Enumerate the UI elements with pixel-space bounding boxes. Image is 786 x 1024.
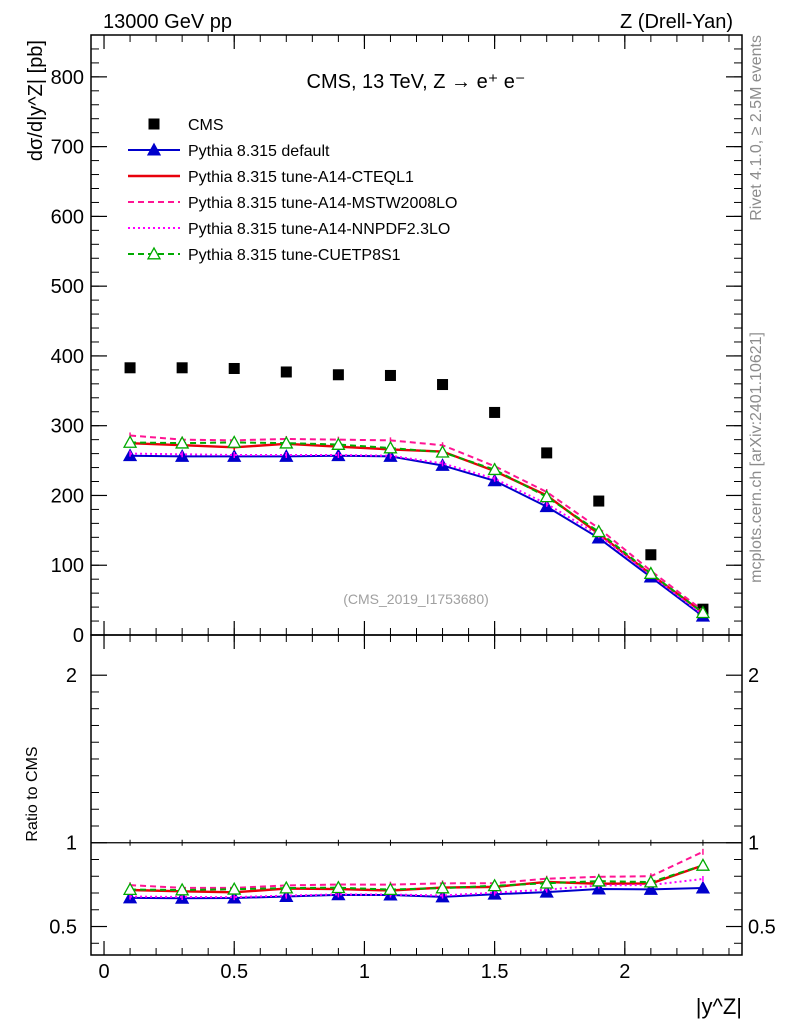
ratio-y-tick-label: 0.5 [49, 917, 77, 939]
mcplots-label: mcplots.cern.ch [arXiv:2401.10621] [748, 332, 765, 583]
top-y-tick-label: 400 [51, 346, 84, 368]
x-tick-label: 2 [619, 961, 630, 983]
ratio-y-tick-label: 1 [66, 833, 77, 855]
ratio-line-2 [130, 864, 704, 894]
series-marker-5 [279, 435, 294, 449]
ratio-marker-5 [695, 858, 711, 871]
ratio-marker-5 [122, 882, 138, 896]
ratio-axis-ticks: 0.5 0.5 1 1 2 2 [49, 635, 776, 955]
top-y-tick-label: 0 [73, 625, 84, 647]
series-marker-5 [383, 440, 398, 454]
legend-marker-5 [146, 246, 162, 260]
cms-data-point [384, 369, 396, 381]
legend-label: Pythia 8.315 tune-A14-MSTW2008LO [188, 195, 457, 212]
header-left: 13000 GeV pp [103, 11, 232, 33]
series-line-1 [130, 454, 704, 617]
cms-data-point [489, 406, 501, 418]
ratio-marker-5 [175, 882, 190, 896]
top-y-tick-label: 500 [51, 276, 84, 298]
series-marker-5 [591, 524, 606, 538]
series-line-3 [129, 434, 704, 612]
ratio-line-3 [130, 850, 704, 889]
top-y-tick-label: 800 [51, 67, 84, 89]
ratio-marker-5 [435, 880, 450, 894]
series-marker-5 [435, 444, 450, 458]
top-axis-ticks: 0 100 200 300 400 500 600 700 800 [51, 34, 742, 647]
cms-data-point [437, 379, 449, 391]
x-tick-label: 1.5 [481, 961, 509, 983]
ratio-marker-5 [539, 875, 554, 889]
x-tick-labels: 0 0.5 1 1.5 2 [98, 961, 630, 983]
ratio-line-4 [130, 877, 704, 899]
ratio-marker-5 [643, 874, 658, 888]
top-y-tick-label: 700 [51, 137, 84, 159]
cms-data-point [593, 495, 605, 507]
cms-data-point [541, 447, 553, 459]
ratio-panel: 0.5 0.5 1 1 2 2 [49, 634, 776, 956]
rivet-label: Rivet 4.1.0, ≥ 2.5M events [748, 35, 765, 221]
ratio-y-tick-label-right: 0.5 [748, 917, 776, 939]
ratio-marker-5 [227, 881, 242, 895]
series-marker-5 [539, 489, 554, 503]
series-marker-5 [643, 566, 658, 580]
series-marker-5 [331, 437, 346, 450]
analysis-tag: (CMS_2019_I1753680) [343, 591, 489, 607]
series-line-5 [130, 441, 704, 614]
ratio-y-tick-label-right: 2 [748, 665, 759, 687]
legend-label: Pythia 8.315 tune-A14-CTEQL1 [188, 169, 414, 186]
header-right: Z (Drell-Yan) [620, 11, 733, 33]
top-y-tick-label: 600 [51, 206, 84, 228]
x-tick-label: 0 [98, 961, 109, 983]
chart-title: CMS, 13 TeV, Z → e⁺ e⁻ [307, 71, 526, 93]
top-y-tick-label: 100 [51, 555, 84, 577]
x-axis-label: |y^Z| [696, 994, 742, 1019]
series-marker-5 [487, 462, 502, 476]
ratio-y-axis-label: Ratio to CMS [24, 746, 41, 841]
series-line-2 [130, 441, 704, 614]
legend-marker-cms [148, 118, 160, 130]
ratio-marker-1 [695, 880, 711, 894]
legend-label: CMS [188, 117, 224, 134]
y-axis-label: dσ/d|y^Z| [pb] [25, 40, 47, 161]
series-marker-5 [122, 435, 138, 448]
x-tick-label: 1 [359, 961, 370, 983]
cms-data-point [124, 362, 136, 374]
ratio-y-tick-label-right: 1 [748, 833, 759, 855]
series-line-4 [130, 452, 704, 616]
ratio-marker-5 [591, 873, 606, 887]
x-tick-label: 0.5 [220, 961, 248, 983]
cms-data-point [176, 362, 188, 374]
series-marker-5 [695, 605, 711, 619]
ratio-marker-5 [279, 880, 294, 894]
top-panel: 0 100 200 300 400 500 600 700 800 [51, 34, 743, 647]
legend-label: Pythia 8.315 tune-CUETP8S1 [188, 247, 401, 264]
legend-label: Pythia 8.315 tune-A14-NNPDF2.3LO [188, 221, 450, 238]
top-series-group [122, 362, 711, 622]
ratio-marker-5 [383, 882, 398, 896]
series-marker-5 [227, 435, 242, 448]
top-y-tick-label: 200 [51, 485, 84, 507]
cms-data-point [280, 366, 292, 378]
legend-label: Pythia 8.315 default [188, 143, 330, 160]
ratio-marker-5 [487, 878, 502, 892]
cms-data-point [645, 549, 657, 561]
legend: CMS Pythia 8.315 default Pythia 8.315 tune… [128, 117, 457, 264]
ratio-y-tick-label: 2 [66, 665, 77, 687]
cms-data-point [228, 362, 240, 374]
ratio-panel-frame [90, 634, 743, 956]
cms-data-point [332, 369, 344, 381]
ratio-marker-5 [331, 880, 346, 894]
series-marker-5 [175, 435, 190, 449]
top-y-tick-label: 300 [51, 416, 84, 438]
legend-marker-1 [146, 142, 162, 156]
ratio-marker-1 [643, 882, 658, 895]
ratio-series-group [122, 839, 711, 904]
ratio-line-5 [130, 864, 704, 891]
